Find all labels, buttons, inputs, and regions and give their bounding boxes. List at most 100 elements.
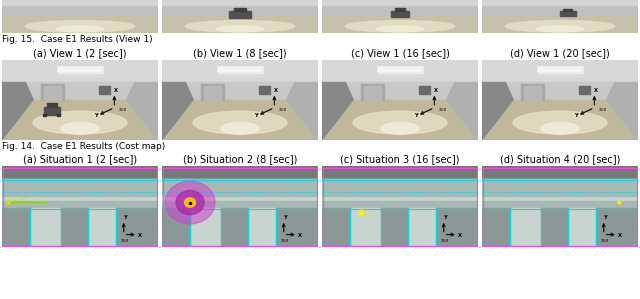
Bar: [248, 208, 276, 247]
Bar: [482, 167, 638, 179]
Text: X: X: [114, 88, 118, 93]
Bar: [56, 66, 104, 73]
Circle shape: [165, 181, 215, 224]
Bar: [204, 86, 221, 100]
Bar: [322, 179, 478, 208]
Polygon shape: [26, 83, 134, 100]
Bar: [563, 9, 573, 11]
Ellipse shape: [216, 26, 264, 32]
Text: Y: Y: [573, 113, 577, 118]
Text: X: X: [458, 233, 462, 238]
Bar: [560, 11, 575, 16]
Polygon shape: [482, 83, 513, 140]
Bar: [510, 208, 541, 247]
Ellipse shape: [536, 26, 584, 32]
Bar: [482, 179, 638, 196]
Ellipse shape: [506, 21, 614, 32]
Bar: [322, 208, 350, 247]
Bar: [190, 208, 221, 247]
Text: (c) View 1 (16 [sec]): (c) View 1 (16 [sec]): [351, 48, 449, 58]
Bar: [229, 11, 251, 18]
Bar: [536, 66, 584, 73]
Text: $\Sigma_{GB}$: $\Sigma_{GB}$: [600, 237, 609, 245]
Bar: [44, 86, 61, 100]
Ellipse shape: [56, 26, 104, 32]
Bar: [376, 66, 424, 73]
Polygon shape: [162, 83, 193, 140]
Text: X: X: [274, 88, 278, 93]
Text: $\Sigma_{GB}$: $\Sigma_{GB}$: [280, 237, 289, 245]
Polygon shape: [346, 83, 454, 100]
Bar: [408, 208, 436, 247]
Bar: [99, 86, 109, 94]
Ellipse shape: [346, 21, 454, 32]
Text: $\Sigma_{GB}$: $\Sigma_{GB}$: [118, 107, 127, 114]
Bar: [322, 0, 478, 5]
Bar: [162, 0, 318, 5]
Text: $\Sigma_{GB}$: $\Sigma_{GB}$: [278, 107, 287, 114]
Bar: [482, 0, 638, 15]
Bar: [58, 114, 61, 116]
Bar: [482, 0, 638, 5]
Bar: [322, 179, 478, 196]
Text: (b) Situation 2 (8 [sec]): (b) Situation 2 (8 [sec]): [183, 155, 297, 164]
Bar: [44, 114, 47, 116]
Text: X: X: [138, 233, 142, 238]
Ellipse shape: [61, 123, 100, 134]
Text: Y: Y: [443, 215, 446, 220]
Bar: [596, 208, 638, 247]
Polygon shape: [186, 83, 294, 100]
Ellipse shape: [376, 26, 424, 32]
Bar: [30, 208, 61, 247]
Bar: [361, 84, 385, 100]
Polygon shape: [2, 83, 33, 140]
Text: $\Sigma_{GB}$: $\Sigma_{GB}$: [120, 237, 129, 245]
Text: (d) Situation 4 (20 [sec]): (d) Situation 4 (20 [sec]): [500, 155, 620, 164]
Ellipse shape: [380, 123, 420, 134]
Bar: [88, 208, 116, 247]
Bar: [322, 0, 478, 15]
Text: Y: Y: [93, 113, 97, 118]
Polygon shape: [287, 83, 318, 140]
Bar: [381, 208, 408, 247]
Bar: [482, 60, 638, 83]
Bar: [536, 66, 584, 73]
Bar: [56, 66, 104, 73]
Bar: [47, 103, 56, 106]
Text: Fig. 14.  Case E1 Results (Cost map): Fig. 14. Case E1 Results (Cost map): [2, 142, 165, 151]
Polygon shape: [506, 83, 614, 100]
Bar: [482, 201, 638, 208]
Bar: [216, 66, 264, 73]
Bar: [41, 84, 65, 100]
Ellipse shape: [513, 111, 607, 134]
Bar: [568, 208, 596, 247]
Polygon shape: [482, 100, 638, 140]
Bar: [2, 167, 158, 179]
Bar: [541, 208, 568, 247]
Bar: [419, 86, 429, 94]
Bar: [322, 201, 478, 208]
Text: Y: Y: [283, 215, 286, 220]
Bar: [2, 15, 158, 33]
Text: X: X: [434, 88, 438, 93]
Bar: [322, 60, 478, 83]
Circle shape: [184, 198, 195, 207]
Bar: [162, 0, 318, 15]
Bar: [2, 201, 158, 208]
Bar: [322, 167, 478, 179]
Bar: [61, 208, 88, 247]
Text: (d) View 1 (20 [sec]): (d) View 1 (20 [sec]): [510, 48, 610, 58]
Bar: [216, 66, 264, 73]
Bar: [350, 208, 381, 247]
Text: (a) Situation 1 (2 [sec]): (a) Situation 1 (2 [sec]): [23, 155, 137, 164]
Bar: [201, 84, 225, 100]
Bar: [579, 86, 589, 94]
Polygon shape: [162, 100, 318, 140]
Text: X: X: [594, 88, 598, 93]
Text: Y: Y: [123, 215, 126, 220]
Bar: [2, 0, 158, 15]
Ellipse shape: [193, 111, 287, 134]
Ellipse shape: [186, 21, 294, 32]
Bar: [2, 208, 30, 247]
Text: Y: Y: [603, 215, 606, 220]
